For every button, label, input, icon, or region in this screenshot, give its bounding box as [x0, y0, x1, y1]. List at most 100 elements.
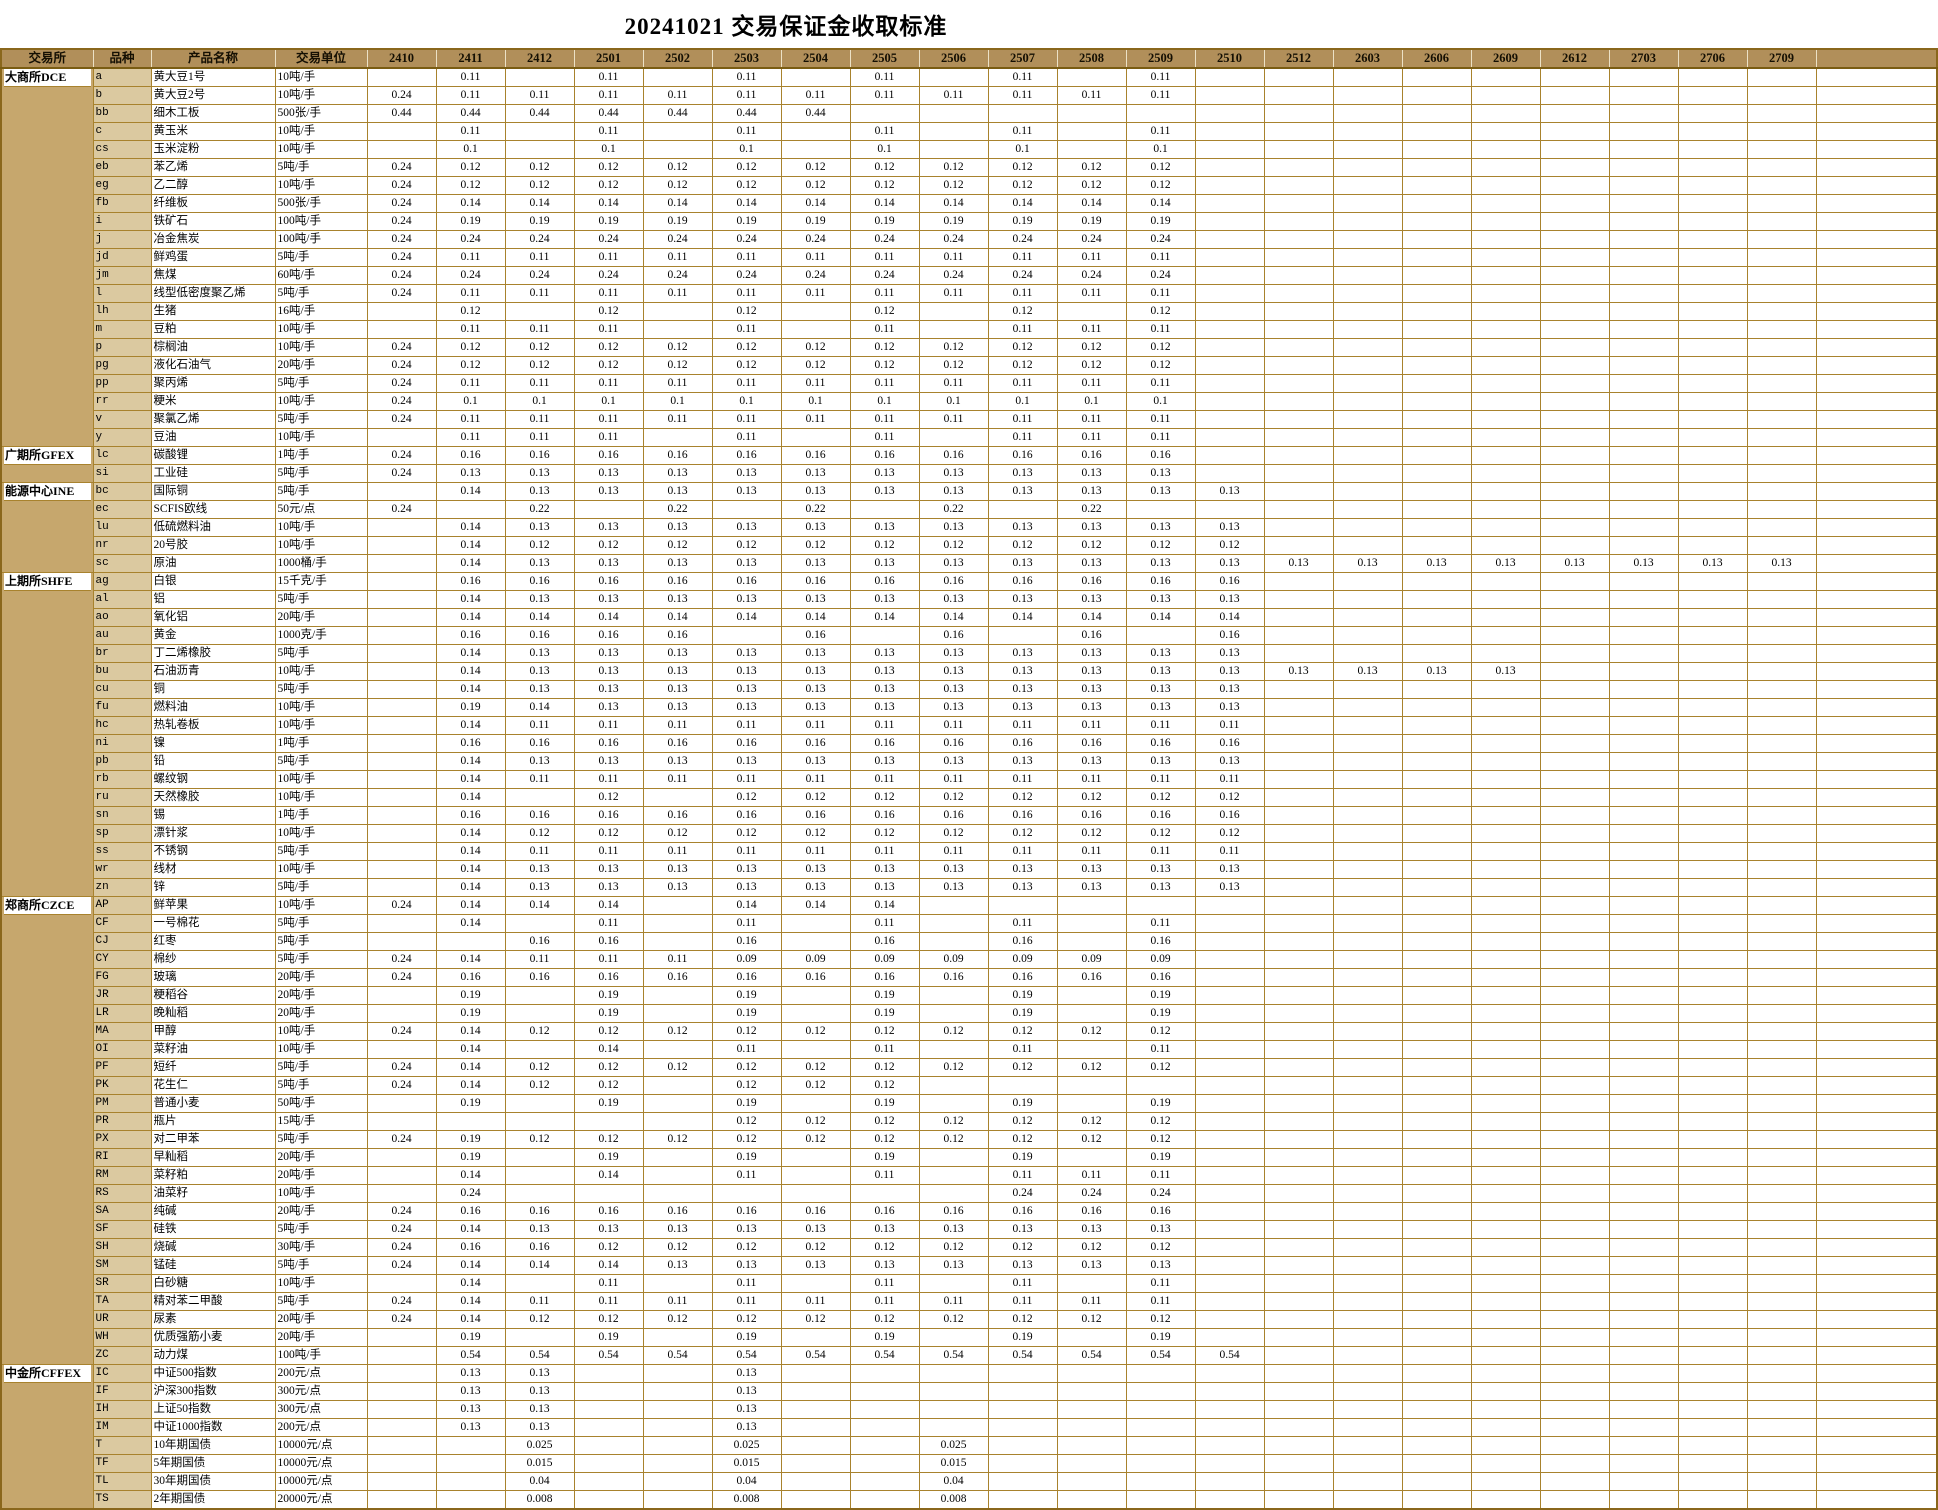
trade-unit-cell[interactable]: 5吨/手: [274, 1292, 368, 1311]
margin-value-cell-CJ-2709[interactable]: [1746, 932, 1817, 951]
margin-value-cell-lc-2606[interactable]: [1401, 446, 1472, 465]
margin-value-cell-l-2412[interactable]: 0.11: [504, 284, 575, 303]
margin-value-cell-IC-2703[interactable]: [1608, 1364, 1679, 1383]
margin-value-cell-TA-2410[interactable]: 0.24: [366, 1292, 437, 1311]
margin-value-cell-v-2510[interactable]: [1194, 410, 1265, 429]
margin-value-cell-fb-2709[interactable]: [1746, 194, 1817, 213]
margin-value-cell-IC-2506[interactable]: [918, 1364, 989, 1383]
margin-value-cell-cs-2412[interactable]: [504, 140, 575, 159]
margin-value-cell-IF-2706[interactable]: [1677, 1382, 1748, 1401]
product-name-cell[interactable]: 豆油: [150, 428, 276, 447]
margin-value-cell-ag-2512[interactable]: [1263, 572, 1334, 591]
margin-value-cell-y-2411[interactable]: 0.11: [435, 428, 506, 447]
margin-value-cell-pb-2603[interactable]: [1332, 752, 1403, 771]
margin-value-cell-i-2603[interactable]: [1332, 212, 1403, 231]
margin-value-cell-v-2706[interactable]: [1677, 410, 1748, 429]
variety-code-cell[interactable]: lh: [92, 302, 152, 321]
margin-value-cell-fu-2501[interactable]: 0.13: [573, 698, 644, 717]
variety-code-cell[interactable]: b: [92, 86, 152, 105]
margin-value-cell-IC-2509[interactable]: [1125, 1364, 1196, 1383]
margin-value-cell-pg-2606[interactable]: [1401, 356, 1472, 375]
margin-value-cell-UR-2512[interactable]: [1263, 1310, 1334, 1329]
margin-value-cell-TS-2501[interactable]: [573, 1490, 644, 1510]
margin-value-cell-v-2411[interactable]: 0.11: [435, 410, 506, 429]
margin-value-cell-ni-2706[interactable]: [1677, 734, 1748, 753]
product-name-cell[interactable]: 对二甲苯: [150, 1130, 276, 1149]
margin-value-cell-ru-2501[interactable]: 0.12: [573, 788, 644, 807]
margin-value-cell-br-2411[interactable]: 0.14: [435, 644, 506, 663]
margin-value-cell-sp-2504[interactable]: 0.12: [780, 824, 851, 843]
margin-value-cell-RS-2606[interactable]: [1401, 1184, 1472, 1203]
margin-value-cell-l-2612[interactable]: [1539, 284, 1610, 303]
margin-value-cell-WH-2609[interactable]: [1470, 1328, 1541, 1347]
margin-value-cell-bb-2603[interactable]: [1332, 104, 1403, 123]
margin-value-cell-eg-2505[interactable]: 0.12: [849, 176, 920, 195]
margin-value-cell-TS-2506[interactable]: 0.008: [918, 1490, 989, 1510]
trade-unit-cell[interactable]: 10吨/手: [274, 824, 368, 843]
margin-value-cell-v-2410[interactable]: 0.24: [366, 410, 437, 429]
margin-value-cell-b-2606[interactable]: [1401, 86, 1472, 105]
margin-value-cell-pg-2706[interactable]: [1677, 356, 1748, 375]
margin-value-cell-ru-2706[interactable]: [1677, 788, 1748, 807]
trade-unit-cell[interactable]: 5吨/手: [274, 914, 368, 933]
variety-code-cell[interactable]: ag: [92, 572, 152, 591]
margin-value-cell-lh-2410[interactable]: [366, 302, 437, 321]
text-column-header[interactable]: 品种: [92, 48, 151, 69]
margin-value-cell-cs-2509[interactable]: 0.1: [1125, 140, 1196, 159]
margin-value-cell-ec-2507[interactable]: [987, 500, 1058, 519]
margin-value-cell-eb-2509[interactable]: 0.12: [1125, 158, 1196, 177]
margin-value-cell-T-2503[interactable]: 0.025: [711, 1436, 782, 1455]
margin-value-cell-IC-2612[interactable]: [1539, 1364, 1610, 1383]
variety-code-cell[interactable]: SA: [92, 1202, 152, 1221]
margin-value-cell-eg-2411[interactable]: 0.12: [435, 176, 506, 195]
margin-value-cell-UR-2709[interactable]: [1746, 1310, 1817, 1329]
margin-value-cell-SR-2505[interactable]: 0.11: [849, 1274, 920, 1293]
margin-value-cell-CY-2606[interactable]: [1401, 950, 1472, 969]
margin-value-cell-T-2603[interactable]: [1332, 1436, 1403, 1455]
margin-value-cell-wr-2504[interactable]: 0.13: [780, 860, 851, 879]
margin-value-cell-LR-2507[interactable]: 0.19: [987, 1004, 1058, 1023]
margin-value-cell-bu-2411[interactable]: 0.14: [435, 662, 506, 681]
margin-value-cell-ZC-2503[interactable]: 0.54: [711, 1346, 782, 1365]
margin-value-cell-lh-2504[interactable]: [780, 302, 851, 321]
trade-unit-cell[interactable]: 200元/点: [274, 1418, 368, 1437]
margin-value-cell-rr-2502[interactable]: 0.1: [642, 392, 713, 411]
margin-value-cell-al-2411[interactable]: 0.14: [435, 590, 506, 609]
margin-value-cell-rr-2603[interactable]: [1332, 392, 1403, 411]
margin-value-cell-c-2612[interactable]: [1539, 122, 1610, 141]
margin-value-cell-fb-2503[interactable]: 0.14: [711, 194, 782, 213]
margin-value-cell-CJ-2603[interactable]: [1332, 932, 1403, 951]
margin-value-cell-PM-2507[interactable]: 0.19: [987, 1094, 1058, 1113]
margin-value-cell-TF-2505[interactable]: [849, 1454, 920, 1473]
margin-value-cell-RI-2609[interactable]: [1470, 1148, 1541, 1167]
margin-value-cell-TF-2501[interactable]: [573, 1454, 644, 1473]
margin-value-cell-TS-2509[interactable]: [1125, 1490, 1196, 1510]
margin-value-cell-TL-2709[interactable]: [1746, 1472, 1817, 1491]
margin-value-cell-PR-2506[interactable]: 0.12: [918, 1112, 989, 1131]
margin-value-cell-lh-2502[interactable]: [642, 302, 713, 321]
margin-value-cell-PF-2412[interactable]: 0.12: [504, 1058, 575, 1077]
margin-value-cell-nr-2506[interactable]: 0.12: [918, 536, 989, 555]
margin-value-cell-lu-2506[interactable]: 0.13: [918, 518, 989, 537]
margin-value-cell-cu-2706[interactable]: [1677, 680, 1748, 699]
margin-value-cell-rr-2411[interactable]: 0.1: [435, 392, 506, 411]
variety-code-cell[interactable]: PF: [92, 1058, 152, 1077]
margin-value-cell-cs-2703[interactable]: [1608, 140, 1679, 159]
margin-value-cell-lc-2506[interactable]: 0.16: [918, 446, 989, 465]
margin-value-cell-pg-2509[interactable]: 0.12: [1125, 356, 1196, 375]
text-column-header[interactable]: 交易单位: [274, 48, 367, 69]
margin-value-cell-au-2502[interactable]: 0.16: [642, 626, 713, 645]
margin-value-cell-eb-2612[interactable]: [1539, 158, 1610, 177]
margin-value-cell-TL-2504[interactable]: [780, 1472, 851, 1491]
margin-value-cell-UR-2612[interactable]: [1539, 1310, 1610, 1329]
margin-value-cell-WH-2503[interactable]: 0.19: [711, 1328, 782, 1347]
margin-value-cell-ag-2505[interactable]: 0.16: [849, 572, 920, 591]
margin-value-cell-fu-2503[interactable]: 0.13: [711, 698, 782, 717]
margin-value-cell-m-2709[interactable]: [1746, 320, 1817, 339]
margin-value-cell-lc-2411[interactable]: 0.16: [435, 446, 506, 465]
margin-value-cell-SH-2512[interactable]: [1263, 1238, 1334, 1257]
margin-value-cell-ao-2508[interactable]: 0.14: [1056, 608, 1127, 627]
margin-value-cell-rb-2709[interactable]: [1746, 770, 1817, 789]
margin-value-cell-c-2504[interactable]: [780, 122, 851, 141]
margin-value-cell-a-2508[interactable]: [1056, 67, 1127, 87]
